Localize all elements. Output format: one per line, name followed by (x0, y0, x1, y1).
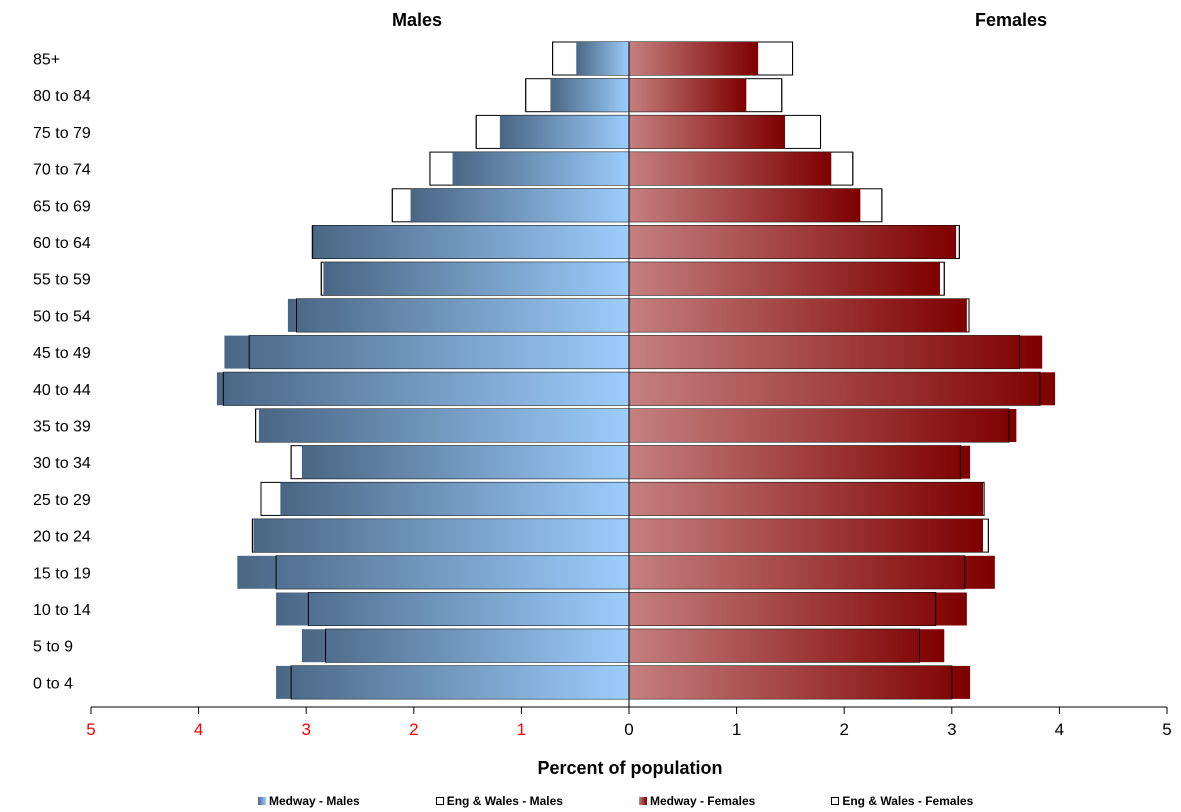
bar-medway-males (550, 78, 629, 112)
x-tick-label: 0 (624, 720, 633, 739)
bar-medway-males (323, 262, 629, 296)
bar-medway-females (629, 372, 1056, 406)
bar-medway-males (224, 335, 629, 369)
x-axis: 5 4 3 2 1 0 1 2 3 4 5 (86, 706, 1172, 739)
y-tick-label: 20 to 24 (33, 529, 91, 546)
bar-medway-females (629, 482, 984, 516)
y-tick-label: 0 to 4 (33, 675, 73, 692)
bar-medway-males (216, 372, 629, 406)
y-tick-label: 45 to 49 (33, 345, 91, 362)
bar-medway-females (629, 335, 1043, 369)
legend-label: Eng & Wales - Females (842, 794, 974, 808)
x-tick-label: 2 (409, 720, 418, 739)
x-tick-label: 5 (86, 720, 95, 739)
bar-medway-males (276, 592, 629, 626)
y-tick-label: 85+ (33, 52, 60, 69)
bar-medway-males (452, 152, 629, 186)
legend-label: Medway - Males (269, 794, 360, 808)
bar-medway-females (629, 298, 967, 332)
legend: Medway - Males Eng & Wales - Males Medwa… (258, 793, 973, 809)
legend-swatch (638, 797, 647, 805)
bar-medway-females (629, 225, 957, 259)
bar-medway-females (629, 262, 940, 296)
y-tick-label: 75 to 79 (33, 125, 91, 142)
y-tick-label: 55 to 59 (33, 272, 91, 289)
bars-layer (216, 41, 1056, 707)
y-tick-label: 80 to 84 (33, 88, 91, 105)
bar-medway-males (576, 42, 629, 75)
y-tick-label: 70 to 74 (33, 162, 91, 179)
bar-medway-males (276, 665, 629, 699)
y-tick-label: 25 to 29 (33, 492, 91, 509)
legend-item-medway-females: Medway - Females (638, 794, 756, 808)
y-tick-label: 60 to 64 (33, 235, 91, 252)
y-tick-label: 50 to 54 (33, 308, 91, 325)
bar-medway-females (629, 409, 1017, 442)
bar-medway-females (629, 78, 747, 112)
bar-medway-males (301, 629, 629, 663)
legend-label: Eng & Wales - Males (446, 794, 563, 808)
bar-medway-males (253, 519, 629, 553)
x-tick-label: 1 (517, 720, 526, 739)
y-tick-label: 5 to 9 (33, 639, 73, 656)
y-tick-label: 35 to 39 (33, 419, 91, 436)
males-title: Males (392, 10, 443, 30)
x-axis-title: Percent of population (537, 758, 723, 778)
legend-item-eng-wales-females: Eng & Wales - Females (831, 794, 973, 808)
females-title: Females (975, 10, 1048, 30)
bar-medway-males (311, 225, 629, 259)
bar-medway-males (280, 482, 629, 516)
bar-medway-females (629, 188, 861, 222)
x-tick-label: 3 (301, 720, 310, 739)
bar-medway-males (287, 298, 629, 332)
y-axis-labels: 85+ 80 to 84 75 to 79 70 to 74 65 to 69 60 to… (33, 52, 91, 693)
legend-label: Medway - Females (649, 794, 756, 808)
legend-item-medway-males: Medway - Males (258, 794, 360, 808)
bar-medway-females (629, 592, 967, 626)
x-tick-label: 4 (1055, 720, 1064, 739)
y-tick-label: 15 to 19 (33, 565, 91, 582)
bar-medway-males (258, 409, 629, 442)
x-tick-label: 2 (839, 720, 848, 739)
legend-item-eng-wales-males: Eng & Wales - Males (435, 794, 563, 808)
bar-medway-females (629, 445, 971, 479)
bar-medway-females (629, 42, 759, 75)
y-tick-label: 40 to 44 (33, 382, 91, 399)
x-tick-label: 5 (1162, 720, 1171, 739)
bar-medway-females (629, 152, 832, 186)
legend-swatch (435, 797, 444, 805)
legend-swatch (258, 797, 266, 805)
x-tick-label: 4 (194, 720, 203, 739)
bar-medway-females (629, 115, 786, 149)
bar-medway-males (499, 115, 629, 149)
bar-medway-males (237, 555, 629, 589)
x-tick-label: 3 (947, 720, 956, 739)
y-tick-label: 65 to 69 (33, 198, 91, 215)
x-tick-label: 1 (732, 720, 741, 739)
bar-medway-males (410, 188, 629, 222)
y-tick-label: 30 to 34 (33, 455, 91, 472)
bar-medway-females (629, 629, 945, 663)
bar-medway-males (301, 445, 629, 479)
bar-medway-females (629, 555, 995, 589)
legend-swatch (831, 797, 840, 805)
y-tick-label: 10 to 14 (33, 602, 91, 619)
bar-medway-females (629, 665, 971, 699)
bar-medway-females (629, 519, 984, 553)
